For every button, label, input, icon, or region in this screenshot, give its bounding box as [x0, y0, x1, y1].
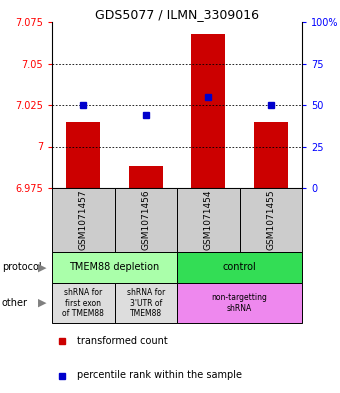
Bar: [115, 283, 177, 323]
Text: shRNA for
first exon
of TMEM88: shRNA for first exon of TMEM88: [62, 288, 104, 318]
Text: TMEM88 depletion: TMEM88 depletion: [69, 263, 159, 272]
Bar: [177, 252, 302, 283]
Bar: [177, 283, 302, 323]
Text: ▶: ▶: [38, 263, 47, 272]
Bar: [254, 121, 288, 188]
Bar: [66, 121, 100, 188]
Text: ▶: ▶: [38, 298, 47, 308]
Text: GSM1071457: GSM1071457: [79, 190, 88, 250]
Text: other: other: [2, 298, 28, 308]
Bar: [191, 34, 225, 188]
Bar: [52, 252, 177, 283]
Text: GSM1071455: GSM1071455: [266, 190, 275, 250]
Text: control: control: [223, 263, 256, 272]
Text: protocol: protocol: [2, 263, 41, 272]
Text: GSM1071456: GSM1071456: [141, 190, 150, 250]
Text: GSM1071454: GSM1071454: [204, 190, 213, 250]
Bar: [115, 188, 177, 252]
Text: shRNA for
3'UTR of
TMEM88: shRNA for 3'UTR of TMEM88: [126, 288, 165, 318]
Bar: [239, 188, 302, 252]
Bar: [52, 283, 115, 323]
Text: transformed count: transformed count: [77, 336, 168, 345]
Bar: [129, 166, 163, 188]
Text: non-targetting
shRNA: non-targetting shRNA: [211, 293, 268, 313]
Title: GDS5077 / ILMN_3309016: GDS5077 / ILMN_3309016: [95, 8, 259, 21]
Bar: [177, 188, 239, 252]
Bar: [52, 188, 115, 252]
Text: percentile rank within the sample: percentile rank within the sample: [77, 371, 242, 380]
